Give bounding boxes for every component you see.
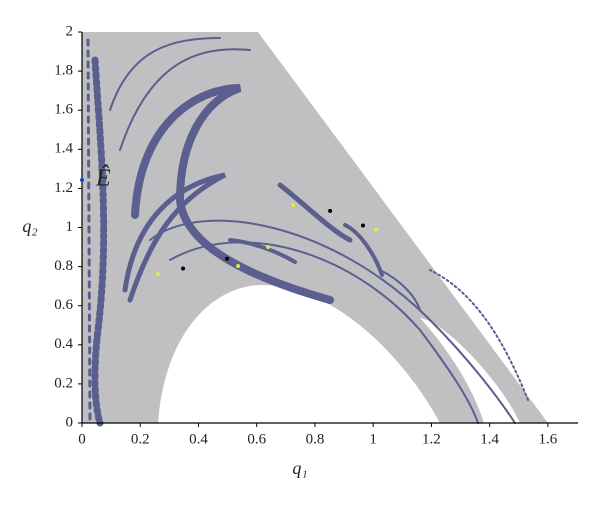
x-tick-label: 1 bbox=[369, 431, 377, 447]
y-axis-label: q₂ bbox=[22, 216, 37, 236]
y-tick-label: 1.4 bbox=[54, 141, 73, 157]
x-tick-label: 0.8 bbox=[306, 431, 325, 447]
y-tick-label: 1 bbox=[66, 219, 74, 235]
point bbox=[155, 272, 160, 277]
x-tick-label: 0.6 bbox=[247, 431, 266, 447]
x-tick-label: 0.4 bbox=[189, 431, 208, 447]
point bbox=[291, 203, 296, 208]
y-tick-label: 0.2 bbox=[54, 375, 73, 391]
y-tick-label: 1.2 bbox=[54, 180, 73, 196]
point bbox=[266, 245, 271, 250]
point bbox=[360, 223, 365, 228]
x-tick-label: 1.6 bbox=[539, 431, 558, 447]
y-tick-label: 2 bbox=[66, 23, 74, 39]
x-axis-label: q₁ bbox=[292, 458, 307, 478]
point bbox=[328, 208, 333, 213]
x-tick-label: 0 bbox=[78, 431, 86, 447]
y-tick-label: 0.8 bbox=[54, 258, 73, 274]
point bbox=[225, 256, 230, 261]
point bbox=[181, 266, 186, 271]
point bbox=[236, 264, 241, 269]
point bbox=[80, 177, 84, 182]
y-tick-label: 0.6 bbox=[54, 297, 73, 313]
point bbox=[374, 227, 379, 232]
y-tick-label: 0 bbox=[66, 414, 74, 430]
x-tick-label: 0.2 bbox=[131, 431, 150, 447]
y-tick-label: 1.6 bbox=[54, 102, 73, 118]
basin-region bbox=[82, 32, 548, 427]
annotation: Ê bbox=[95, 166, 111, 192]
x-tick-label: 1.4 bbox=[480, 431, 499, 447]
y-tick-label: 0.4 bbox=[54, 336, 73, 352]
y-tick-label: 1.8 bbox=[54, 63, 73, 79]
x-tick-label: 1.2 bbox=[422, 431, 441, 447]
